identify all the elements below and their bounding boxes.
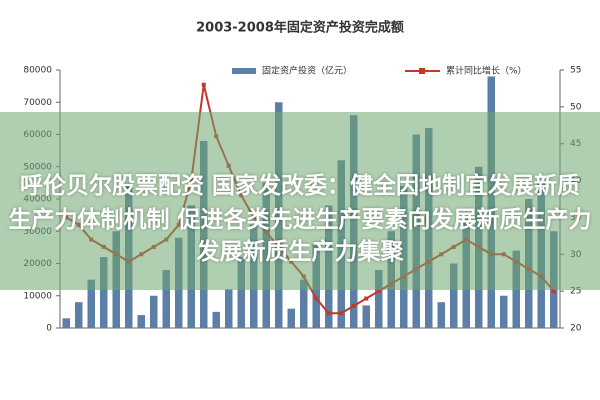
bar — [150, 295, 158, 328]
line-marker — [326, 311, 331, 316]
bar — [362, 305, 370, 328]
headline-line[interactable]: 呼伦贝尔股票配资 国家发改委：健全因地制宜发展新质 — [19, 173, 580, 199]
bar — [450, 263, 458, 328]
y-tick-label: 10000 — [23, 291, 52, 301]
bar — [162, 269, 170, 328]
bar — [300, 279, 308, 328]
line-marker — [339, 311, 344, 316]
bar — [437, 302, 445, 328]
line-marker — [351, 303, 356, 308]
y-tick-label: 70000 — [23, 98, 52, 108]
headline-band — [0, 112, 600, 290]
y2-tick-label: 55 — [570, 66, 581, 76]
legend-label: 固定资产投资（亿元） — [262, 65, 352, 77]
bar — [225, 289, 233, 328]
line-marker — [314, 296, 319, 301]
bar — [62, 318, 70, 328]
bar — [100, 257, 108, 328]
line-marker — [551, 289, 556, 294]
headline-line[interactable]: 生产力体制机制 促进各类先进生产要素向发展新质生产力 — [8, 207, 592, 233]
chart-title: 2003-2008年固定资产投资完成额 — [196, 20, 404, 36]
bar — [137, 315, 145, 328]
line-marker — [364, 296, 369, 301]
bar — [287, 308, 295, 328]
line-marker — [376, 289, 381, 294]
line-marker — [201, 82, 206, 87]
y2-tick-label: 20 — [570, 324, 582, 334]
legend-swatch — [419, 68, 425, 74]
bar — [87, 279, 95, 328]
bar — [500, 295, 508, 328]
bar — [237, 257, 245, 328]
legend-swatch — [232, 68, 256, 74]
y-tick-label: 0 — [46, 324, 52, 334]
bar — [375, 269, 383, 328]
bar — [75, 302, 83, 328]
bar — [212, 311, 220, 328]
y2-tick-label: 50 — [570, 102, 582, 112]
legend-label: 累计同比增长（%） — [446, 65, 527, 77]
headline-line[interactable]: 发展新质生产力集聚 — [196, 239, 404, 265]
y-tick-label: 80000 — [23, 66, 52, 76]
y2-tick-label: 25 — [570, 287, 581, 297]
